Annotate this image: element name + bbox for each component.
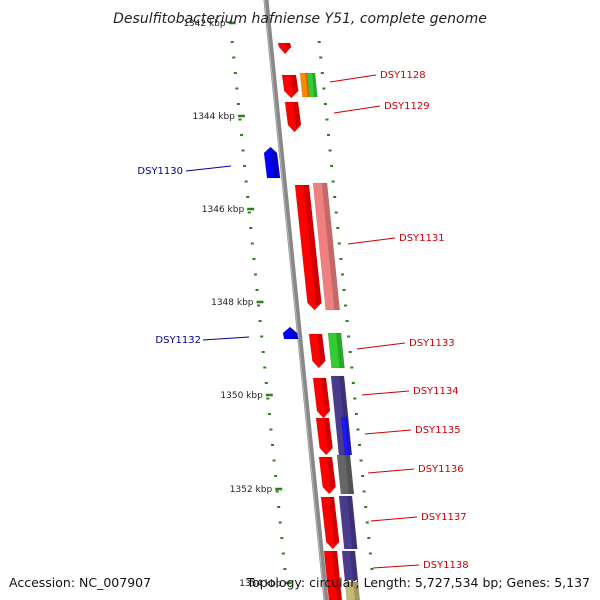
cog-bar	[341, 550, 359, 581]
gene-label-dsy1136[interactable]: DSY1136	[418, 464, 464, 475]
accession-text: Accession: NC_007907	[9, 575, 151, 590]
gene-arrow-shade	[303, 185, 322, 306]
gene-arrow-shade	[327, 457, 336, 490]
gene-arrow	[281, 74, 299, 99]
cog-bar-shade	[321, 183, 340, 310]
backbone-highlight	[263, 0, 326, 600]
gene-leader-line	[367, 468, 415, 474]
gene-arrow	[284, 101, 302, 133]
gene-label-dsy1129[interactable]: DSY1129	[384, 101, 430, 112]
map-title: Desulfitobacterium hafniense Y51, comple…	[113, 11, 487, 27]
scale-label: 1344 kbp	[192, 112, 235, 122]
gene-arrow-shade	[293, 102, 301, 128]
cog-bar	[336, 454, 355, 495]
scale-label: 1350 kbp	[220, 391, 263, 401]
gene-leader-line	[329, 74, 377, 83]
gene-arrow-shade	[317, 334, 326, 364]
backbone-line	[263, 0, 329, 600]
scale-label: 1348 kbp	[211, 298, 254, 308]
gene-leader-line	[347, 237, 396, 245]
gene-arrow-reverse	[282, 326, 299, 340]
gene-arrow-shade	[285, 43, 292, 50]
gene-label-dsy1135[interactable]: DSY1135	[415, 425, 461, 436]
scale-label: 1342 kbp	[183, 19, 226, 29]
gene-features	[263, 42, 361, 600]
gene-arrow-shade	[332, 551, 342, 600]
gene-label-dsy1137[interactable]: DSY1137	[421, 512, 467, 523]
gene-arrow	[294, 184, 322, 311]
gene-arrow-reverse-shade	[290, 327, 299, 339]
gene-arrow-reverse	[263, 146, 281, 179]
gene-label-dsy1130[interactable]: DSY1130	[137, 166, 183, 177]
gene-arrow-shade	[290, 75, 299, 94]
cog-bar-shade	[353, 582, 360, 600]
gene-arrow	[318, 456, 336, 495]
gene-arrow	[320, 496, 340, 550]
gene-arrow	[308, 333, 326, 369]
gene-label-dsy1134[interactable]: DSY1134	[413, 386, 459, 397]
gene-labels: DSY1128 DSY1129 DSY1130 DSY1131 DSY1132 DSY11…	[137, 70, 468, 571]
scale-label: 1352 kbp	[230, 485, 273, 495]
gene-leader-line	[370, 516, 418, 522]
cog-bar-shade	[344, 417, 351, 455]
genome-backbone	[263, 0, 329, 600]
gene-leader-line	[185, 165, 232, 172]
gene-leader-line	[361, 390, 410, 396]
cog-bar-shade	[311, 73, 318, 97]
cog-bar	[306, 72, 318, 98]
gene-leader-line	[372, 564, 420, 569]
cog-bar-shade	[347, 496, 358, 549]
gene-label-dsy1132[interactable]: DSY1132	[155, 335, 201, 346]
gene-leader-line	[333, 105, 381, 114]
cog-bar	[327, 332, 345, 369]
gene-leader-line	[202, 336, 250, 341]
cog-bar	[338, 495, 358, 550]
topology-text: Topology: circular; Length: 5,727,534 bp…	[246, 575, 590, 590]
cog-bar	[312, 182, 340, 311]
gene-leader-line	[364, 429, 412, 435]
gene-label-dsy1131[interactable]: DSY1131	[399, 233, 445, 244]
gene-arrow	[277, 42, 292, 55]
gene-arrow-shade	[324, 418, 333, 451]
gene-label-dsy1133[interactable]: DSY1133	[409, 338, 455, 349]
gene-arrow	[323, 550, 343, 600]
scale-labels: 1342 kbp 1344 kbp 1346 kbp 1348 kbp 1350 kbp…	[183, 19, 292, 589]
gene-arrow-shade	[321, 378, 330, 414]
cog-bar-shade	[350, 551, 358, 580]
gene-arrow	[312, 377, 331, 419]
scale-ticks	[230, 41, 374, 570]
gene-label-dsy1128[interactable]: DSY1128	[380, 70, 426, 81]
scale-label: 1346 kbp	[202, 205, 245, 215]
cog-bar	[344, 581, 361, 600]
gene-leader-line	[356, 342, 406, 350]
cog-bar-shade	[336, 333, 345, 368]
scale-label: 1354 kbp	[239, 579, 282, 589]
gene-arrow-shade	[329, 497, 340, 545]
cog-bar-shade	[345, 455, 354, 494]
gene-label-dsy1138[interactable]: DSY1138	[423, 560, 469, 571]
gene-arrow-reverse-shade	[270, 147, 281, 178]
cog-bar	[340, 416, 352, 456]
gene-arrow	[315, 417, 333, 456]
